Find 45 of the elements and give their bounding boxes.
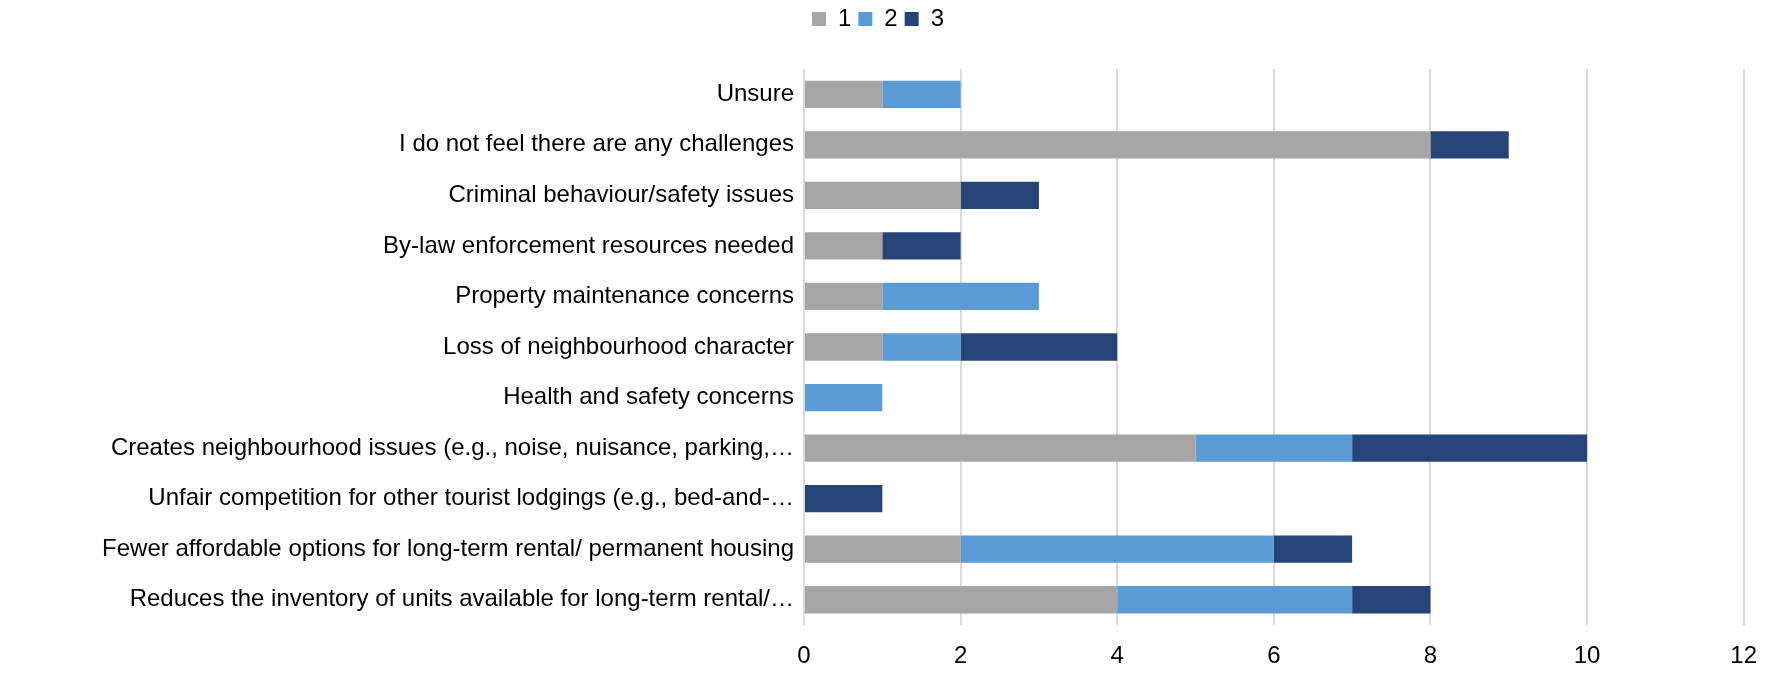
x-tick-label: 0: [797, 641, 811, 669]
bar: [960, 333, 1118, 361]
bar: [805, 333, 883, 361]
bar: [1430, 131, 1509, 159]
legend-label: 2: [884, 3, 898, 31]
bar: [882, 80, 961, 108]
x-tick-label: 4: [1110, 641, 1124, 669]
bar: [805, 80, 883, 108]
y-tick-label: Creates neighbourhood issues (e.g., noise, nuisance, parking,…: [110, 432, 794, 460]
y-tick-label: Loss of neighbourhood character: [443, 331, 795, 359]
bar: [805, 383, 883, 412]
x-tick-label: 12: [1730, 641, 1757, 669]
y-tick-label: Reduces the inventory of units available for long-term rental/…: [129, 584, 794, 612]
bar: [882, 282, 1039, 311]
bar: [805, 586, 1118, 614]
y-tick-label: I do not feel there are any challenges: [399, 129, 794, 157]
legend-label: 1: [837, 3, 852, 31]
bar: [805, 434, 1196, 462]
y-tick-label: Fewer affordable options for long-term rental/ permanent housing: [102, 533, 794, 561]
y-tick-label: Unfair competition for other tourist lodgings (e.g., bed-and-…: [148, 483, 794, 511]
bar: [960, 181, 1039, 210]
bar: [960, 535, 1274, 563]
x-tick-label: 2: [953, 641, 968, 669]
bar: [1352, 434, 1588, 462]
bar: [882, 333, 961, 361]
bar: [882, 232, 961, 260]
bar: [1195, 434, 1353, 462]
bar: [805, 131, 1431, 159]
bar: [805, 484, 883, 513]
y-tick-label: Criminal behaviour/safety issues: [448, 179, 794, 207]
bar: [1273, 535, 1353, 563]
bar: [1117, 586, 1353, 614]
x-tick-label: 6: [1267, 641, 1281, 669]
legend-label: 3: [930, 3, 945, 31]
y-tick-label: Health and safety concerns: [503, 382, 794, 410]
x-tick-label: 10: [1573, 641, 1601, 669]
x-tick-label: 8: [1423, 641, 1438, 669]
y-tick-label: By-law enforcement resources needed: [383, 230, 794, 258]
bar: [805, 181, 961, 210]
bar: [805, 282, 883, 311]
bar: [805, 535, 961, 563]
y-tick-label: Property maintenance concerns: [455, 281, 794, 309]
y-tick-label: Unsure: [716, 78, 794, 106]
bar: [1352, 586, 1431, 614]
bar: [805, 232, 883, 260]
